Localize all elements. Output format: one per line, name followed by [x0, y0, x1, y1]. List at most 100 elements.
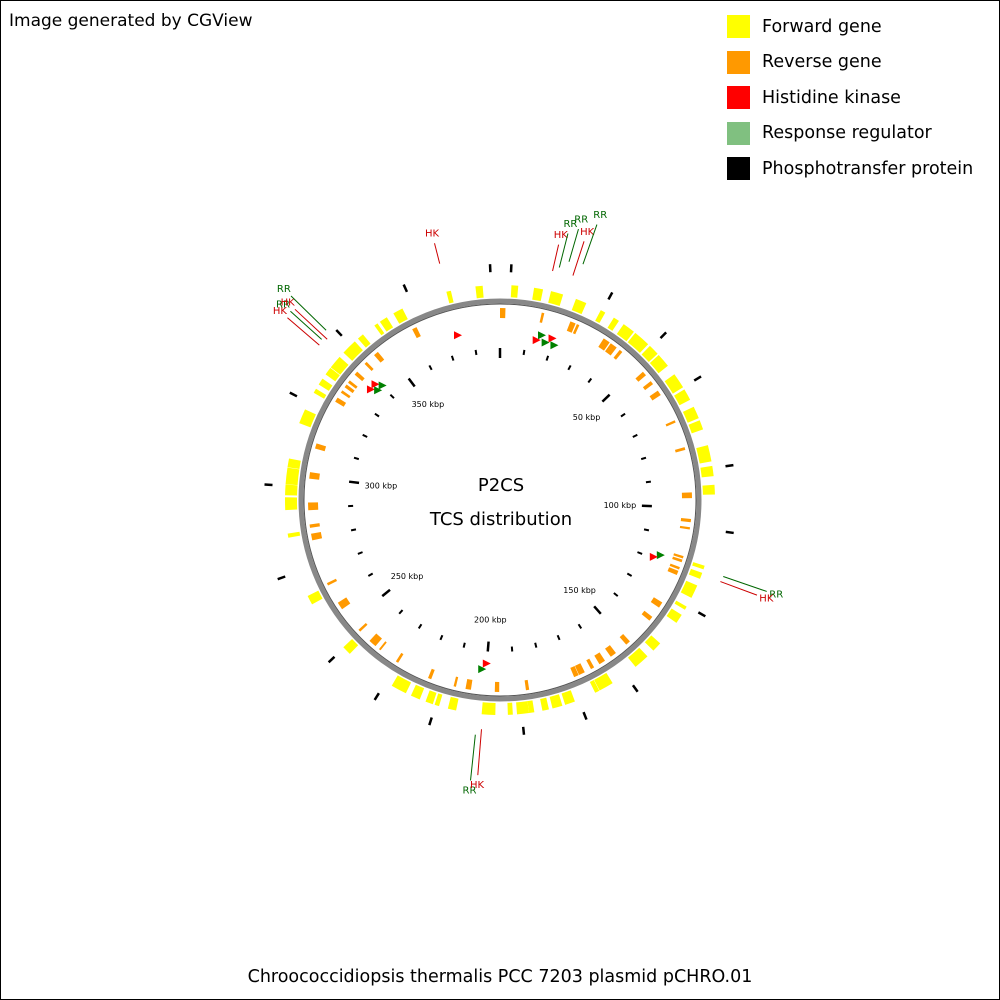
reverse-gene-block — [605, 343, 617, 356]
reverse-gene-block — [354, 371, 365, 382]
ruler-tick — [593, 605, 602, 615]
reverse-gene-block — [428, 668, 435, 680]
reverse-gene-block — [412, 327, 421, 339]
forward-gene-block — [434, 693, 443, 707]
phosphotransfer-tick — [335, 329, 343, 337]
tcs-label: HK — [425, 229, 440, 240]
tcs-label: HK — [580, 227, 595, 238]
ruler-tick — [486, 641, 490, 652]
tcs-label: RR — [769, 590, 783, 601]
reverse-gene-block — [566, 321, 576, 333]
forward-gene-block — [410, 684, 425, 700]
ruler-label: 350 kbp — [412, 400, 445, 409]
tcs-marker-triangle — [378, 381, 387, 390]
legend: Forward gene Reverse gene Histidine kina… — [727, 9, 973, 187]
tcs-leader-line — [552, 244, 560, 272]
ruler-tick — [374, 412, 380, 418]
ruler-tick — [632, 433, 638, 438]
legend-swatch — [727, 15, 750, 39]
tcs-leader-line — [723, 576, 767, 592]
legend-item-response-regulator: Response regulator — [727, 116, 973, 152]
forward-gene-block — [287, 458, 301, 470]
phosphotransfer-tick — [725, 463, 734, 468]
ruler-tick — [362, 433, 368, 438]
reverse-gene-block — [642, 381, 654, 391]
ruler-tick — [417, 623, 423, 630]
legend-item-histidine-kinase: Histidine kinase — [727, 80, 973, 116]
legend-swatch — [727, 121, 750, 145]
tcs-marker-triangle — [532, 336, 541, 345]
forward-gene-block — [374, 323, 385, 336]
forward-gene-block — [540, 697, 549, 711]
tcs-label: RR — [593, 210, 607, 221]
forward-gene-block — [688, 420, 704, 434]
ruler-tick — [407, 377, 416, 388]
tcs-leader-line — [568, 228, 579, 262]
tcs-leader-line — [470, 734, 476, 781]
reverse-gene-block — [310, 531, 323, 541]
ruler-tick — [587, 377, 593, 384]
reverse-gene-block — [358, 622, 368, 632]
ruler-tick — [522, 349, 526, 356]
reverse-gene-block — [378, 641, 387, 651]
forward-gene-block — [692, 562, 705, 570]
tcs-marker-triangle — [478, 665, 487, 674]
forward-gene-block — [532, 287, 544, 302]
phosphotransfer-tick — [659, 331, 668, 339]
phosphotransfer-tick — [521, 726, 526, 735]
ruler-tick — [534, 642, 538, 648]
phosphotransfer-tick — [693, 375, 702, 382]
forward-gene-block — [330, 356, 349, 375]
tcs-label: HK — [759, 594, 774, 605]
backbone-ring-inner-edge — [303, 303, 697, 697]
ruler-label: 50 kbp — [573, 413, 601, 422]
reverse-gene-block — [649, 390, 661, 401]
forward-gene-block — [527, 700, 535, 714]
reverse-gene-block — [665, 420, 676, 427]
forward-gene-block — [516, 701, 530, 715]
reverse-gene-block — [348, 380, 358, 389]
forward-gene-block — [549, 694, 563, 709]
forward-gene-block — [307, 590, 323, 605]
tcs-leader-line — [294, 308, 328, 340]
tcs-leader-line — [582, 224, 598, 265]
legend-label: Phosphotransfer protein — [762, 158, 974, 179]
reverse-gene-block — [672, 556, 683, 563]
backbone-ring — [298, 298, 702, 702]
forward-gene-block — [481, 702, 496, 715]
tcs-marker-triangle — [453, 331, 462, 340]
tcs-label: RR — [563, 219, 577, 230]
reverse-gene-block — [598, 338, 610, 351]
tcs-label: RR — [277, 284, 291, 295]
forward-gene-block — [627, 647, 648, 667]
forward-gene-block — [447, 696, 459, 711]
forward-gene-block — [649, 354, 668, 374]
forward-gene-block — [318, 378, 333, 391]
tcs-label: RR — [276, 300, 290, 311]
reverse-gene-block — [619, 634, 630, 645]
ruler-tick — [643, 528, 650, 532]
tcs-leader-line — [477, 729, 482, 776]
forward-gene-block — [475, 285, 484, 299]
forward-gene-block — [700, 465, 714, 478]
reverse-gene-block — [605, 645, 616, 657]
ruler-label: 100 kbp — [604, 501, 637, 510]
forward-gene-block — [589, 680, 600, 693]
forward-gene-block — [343, 341, 363, 361]
sequence-ruler: 50 kbp 100 kbp 150 kbp 200 kbp 250 kbp 300 kb… — [348, 348, 652, 652]
legend-label: Response regulator — [762, 123, 932, 144]
map-subtitle: TCS distribution — [429, 509, 573, 530]
reverse-gene-block — [395, 652, 404, 663]
ruler-tick — [474, 349, 478, 356]
reverse-gene-block — [570, 666, 579, 678]
ruler-tick — [439, 634, 444, 641]
ruler-label: 300 kbp — [365, 482, 398, 491]
phosphotransfer-tick — [289, 391, 298, 398]
tcs-label: HK — [554, 230, 569, 241]
tcs-marker-triangle — [656, 551, 665, 560]
forward-gene-block — [688, 568, 703, 579]
ruler-tick — [462, 642, 466, 648]
ruler-tick — [601, 393, 611, 403]
